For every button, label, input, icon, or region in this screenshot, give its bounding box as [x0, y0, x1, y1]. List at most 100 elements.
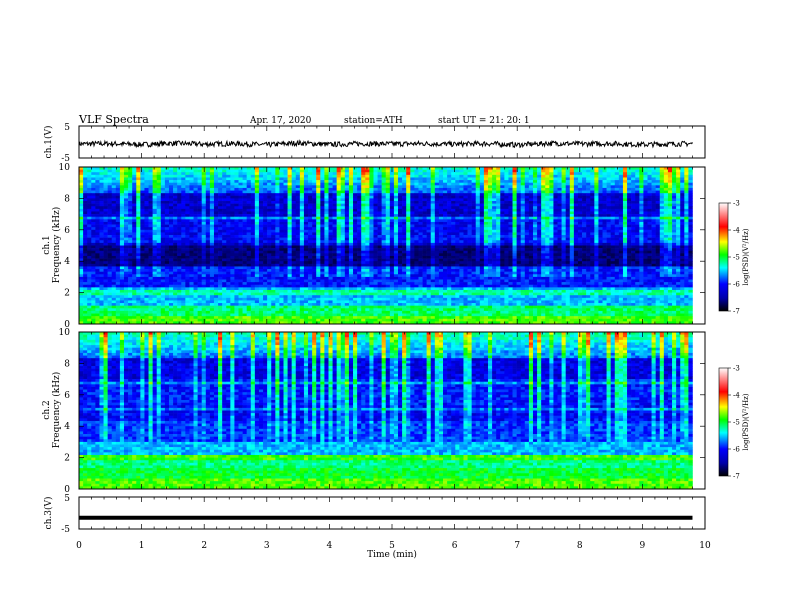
- spectrogram-cell: [103, 180, 108, 183]
- spectrogram-cell: [271, 245, 276, 249]
- spectrogram-cell: [353, 219, 358, 223]
- spectrogram-cell: [87, 206, 92, 210]
- spectrogram-cell: [639, 169, 644, 173]
- spectrogram-cell: [541, 240, 546, 244]
- spectrogram-cell: [226, 214, 231, 218]
- spectrogram-cell: [565, 193, 571, 197]
- spectrogram-cell: [222, 198, 227, 202]
- spectrogram-cell: [373, 245, 378, 249]
- spectrogram-cell: [635, 203, 640, 207]
- spectrogram-cell: [332, 248, 337, 252]
- spectrogram-cell: [324, 232, 329, 236]
- spectrogram-cell: [299, 195, 305, 199]
- spectrogram-cell: [594, 193, 599, 197]
- spectrogram-cell: [111, 169, 117, 173]
- spectrogram-cell: [512, 174, 517, 178]
- spectrogram-cell: [156, 187, 162, 191]
- spectrogram-cell: [279, 245, 284, 249]
- spectrogram-cell: [385, 187, 391, 191]
- spectrogram-cell: [573, 240, 579, 244]
- spectrogram-cell: [471, 214, 477, 218]
- spectrogram-cell: [663, 185, 669, 189]
- spectrogram-cell: [103, 201, 108, 204]
- spectrogram-cell: [684, 180, 689, 183]
- spectrogram-cell: [537, 208, 542, 212]
- spectrogram-cell: [328, 180, 333, 183]
- spectrogram-cell: [299, 216, 305, 220]
- spectrogram-cell: [250, 221, 256, 225]
- spectrogram-cell: [197, 169, 202, 173]
- spectrogram-cell: [222, 221, 227, 225]
- spectrogram-cell: [667, 203, 673, 207]
- spectrogram-cell: [181, 195, 186, 199]
- spectrogram-cell: [602, 216, 607, 220]
- spectrogram-cell: [492, 172, 497, 176]
- spectrogram-cell: [500, 227, 505, 231]
- spectrogram-cell: [254, 221, 260, 225]
- spectrogram-cell: [594, 206, 599, 210]
- spectrogram-cell: [434, 214, 440, 218]
- spectrogram-cell: [209, 224, 215, 228]
- spectrogram-cell: [688, 221, 693, 225]
- spectrogram-cell: [573, 206, 579, 210]
- spectrogram-cell: [287, 237, 292, 241]
- spectrogram-cell: [651, 248, 656, 252]
- spectrogram-cell: [308, 172, 313, 176]
- spectrogram-cell: [140, 206, 145, 210]
- spectrogram-cell: [291, 227, 297, 231]
- spectrogram-cell: [234, 180, 239, 183]
- spectrogram-cell: [455, 185, 460, 189]
- spectrogram-cell: [344, 216, 350, 220]
- spectrogram-cell: [99, 232, 104, 236]
- spectrogram-cell: [123, 235, 129, 238]
- spectrogram-cell: [602, 211, 607, 215]
- spectrogram-cell: [177, 235, 182, 238]
- spectrogram-cell: [209, 174, 215, 178]
- spectrogram-cell: [651, 180, 656, 183]
- spectrogram-cell: [156, 208, 162, 212]
- spectrogram-cell: [410, 208, 415, 212]
- spectrogram-cell: [467, 198, 472, 202]
- spectrogram-cell: [455, 242, 460, 246]
- spectrogram-cell: [242, 250, 247, 254]
- spectrogram-cell: [160, 187, 166, 191]
- spectrogram-cell: [267, 201, 272, 204]
- spectrogram-cell: [590, 208, 595, 212]
- spectrogram-cell: [336, 201, 342, 204]
- spectrogram-cell: [291, 224, 297, 228]
- spectrogram-cell: [234, 174, 239, 178]
- spectrogram-cell: [672, 229, 677, 233]
- spectrogram-cell: [377, 227, 382, 231]
- spectrogram-cell: [676, 203, 681, 207]
- spectrogram-cell: [557, 201, 562, 204]
- spectrogram-cell: [185, 219, 190, 223]
- spectrogram-cell: [123, 190, 129, 194]
- spectrogram-cell: [471, 216, 477, 220]
- spectrogram-cell: [267, 174, 272, 178]
- spectrogram-cell: [459, 182, 464, 186]
- spectrogram-cell: [226, 235, 231, 238]
- spectrogram-cell: [336, 250, 342, 254]
- spectrogram-cell: [438, 248, 444, 252]
- spectrogram-cell: [577, 193, 583, 197]
- spectrogram-cell: [377, 245, 382, 249]
- spectrogram-cell: [393, 167, 399, 170]
- spectrogram-cell: [250, 237, 256, 241]
- spectrogram-cell: [512, 214, 517, 218]
- spectrogram-cell: [647, 201, 652, 204]
- spectrogram-cell: [164, 185, 170, 189]
- spectrogram-cell: [393, 182, 399, 186]
- spectrogram-cell: [201, 214, 207, 218]
- spectrogram-cell: [361, 195, 366, 199]
- spectrogram-cell: [602, 195, 607, 199]
- spectrogram-cell: [508, 248, 513, 252]
- spectrogram-cell: [115, 235, 121, 238]
- spectrogram-cell: [111, 180, 117, 183]
- spectrogram-cell: [410, 201, 415, 204]
- spectrogram-cell: [332, 169, 337, 173]
- spectrogram-cell: [103, 242, 108, 246]
- spectrogram-cell: [455, 229, 460, 233]
- spectrogram-cell: [393, 242, 399, 246]
- spectrogram-cell: [119, 206, 125, 210]
- spectrogram-cell: [209, 221, 215, 225]
